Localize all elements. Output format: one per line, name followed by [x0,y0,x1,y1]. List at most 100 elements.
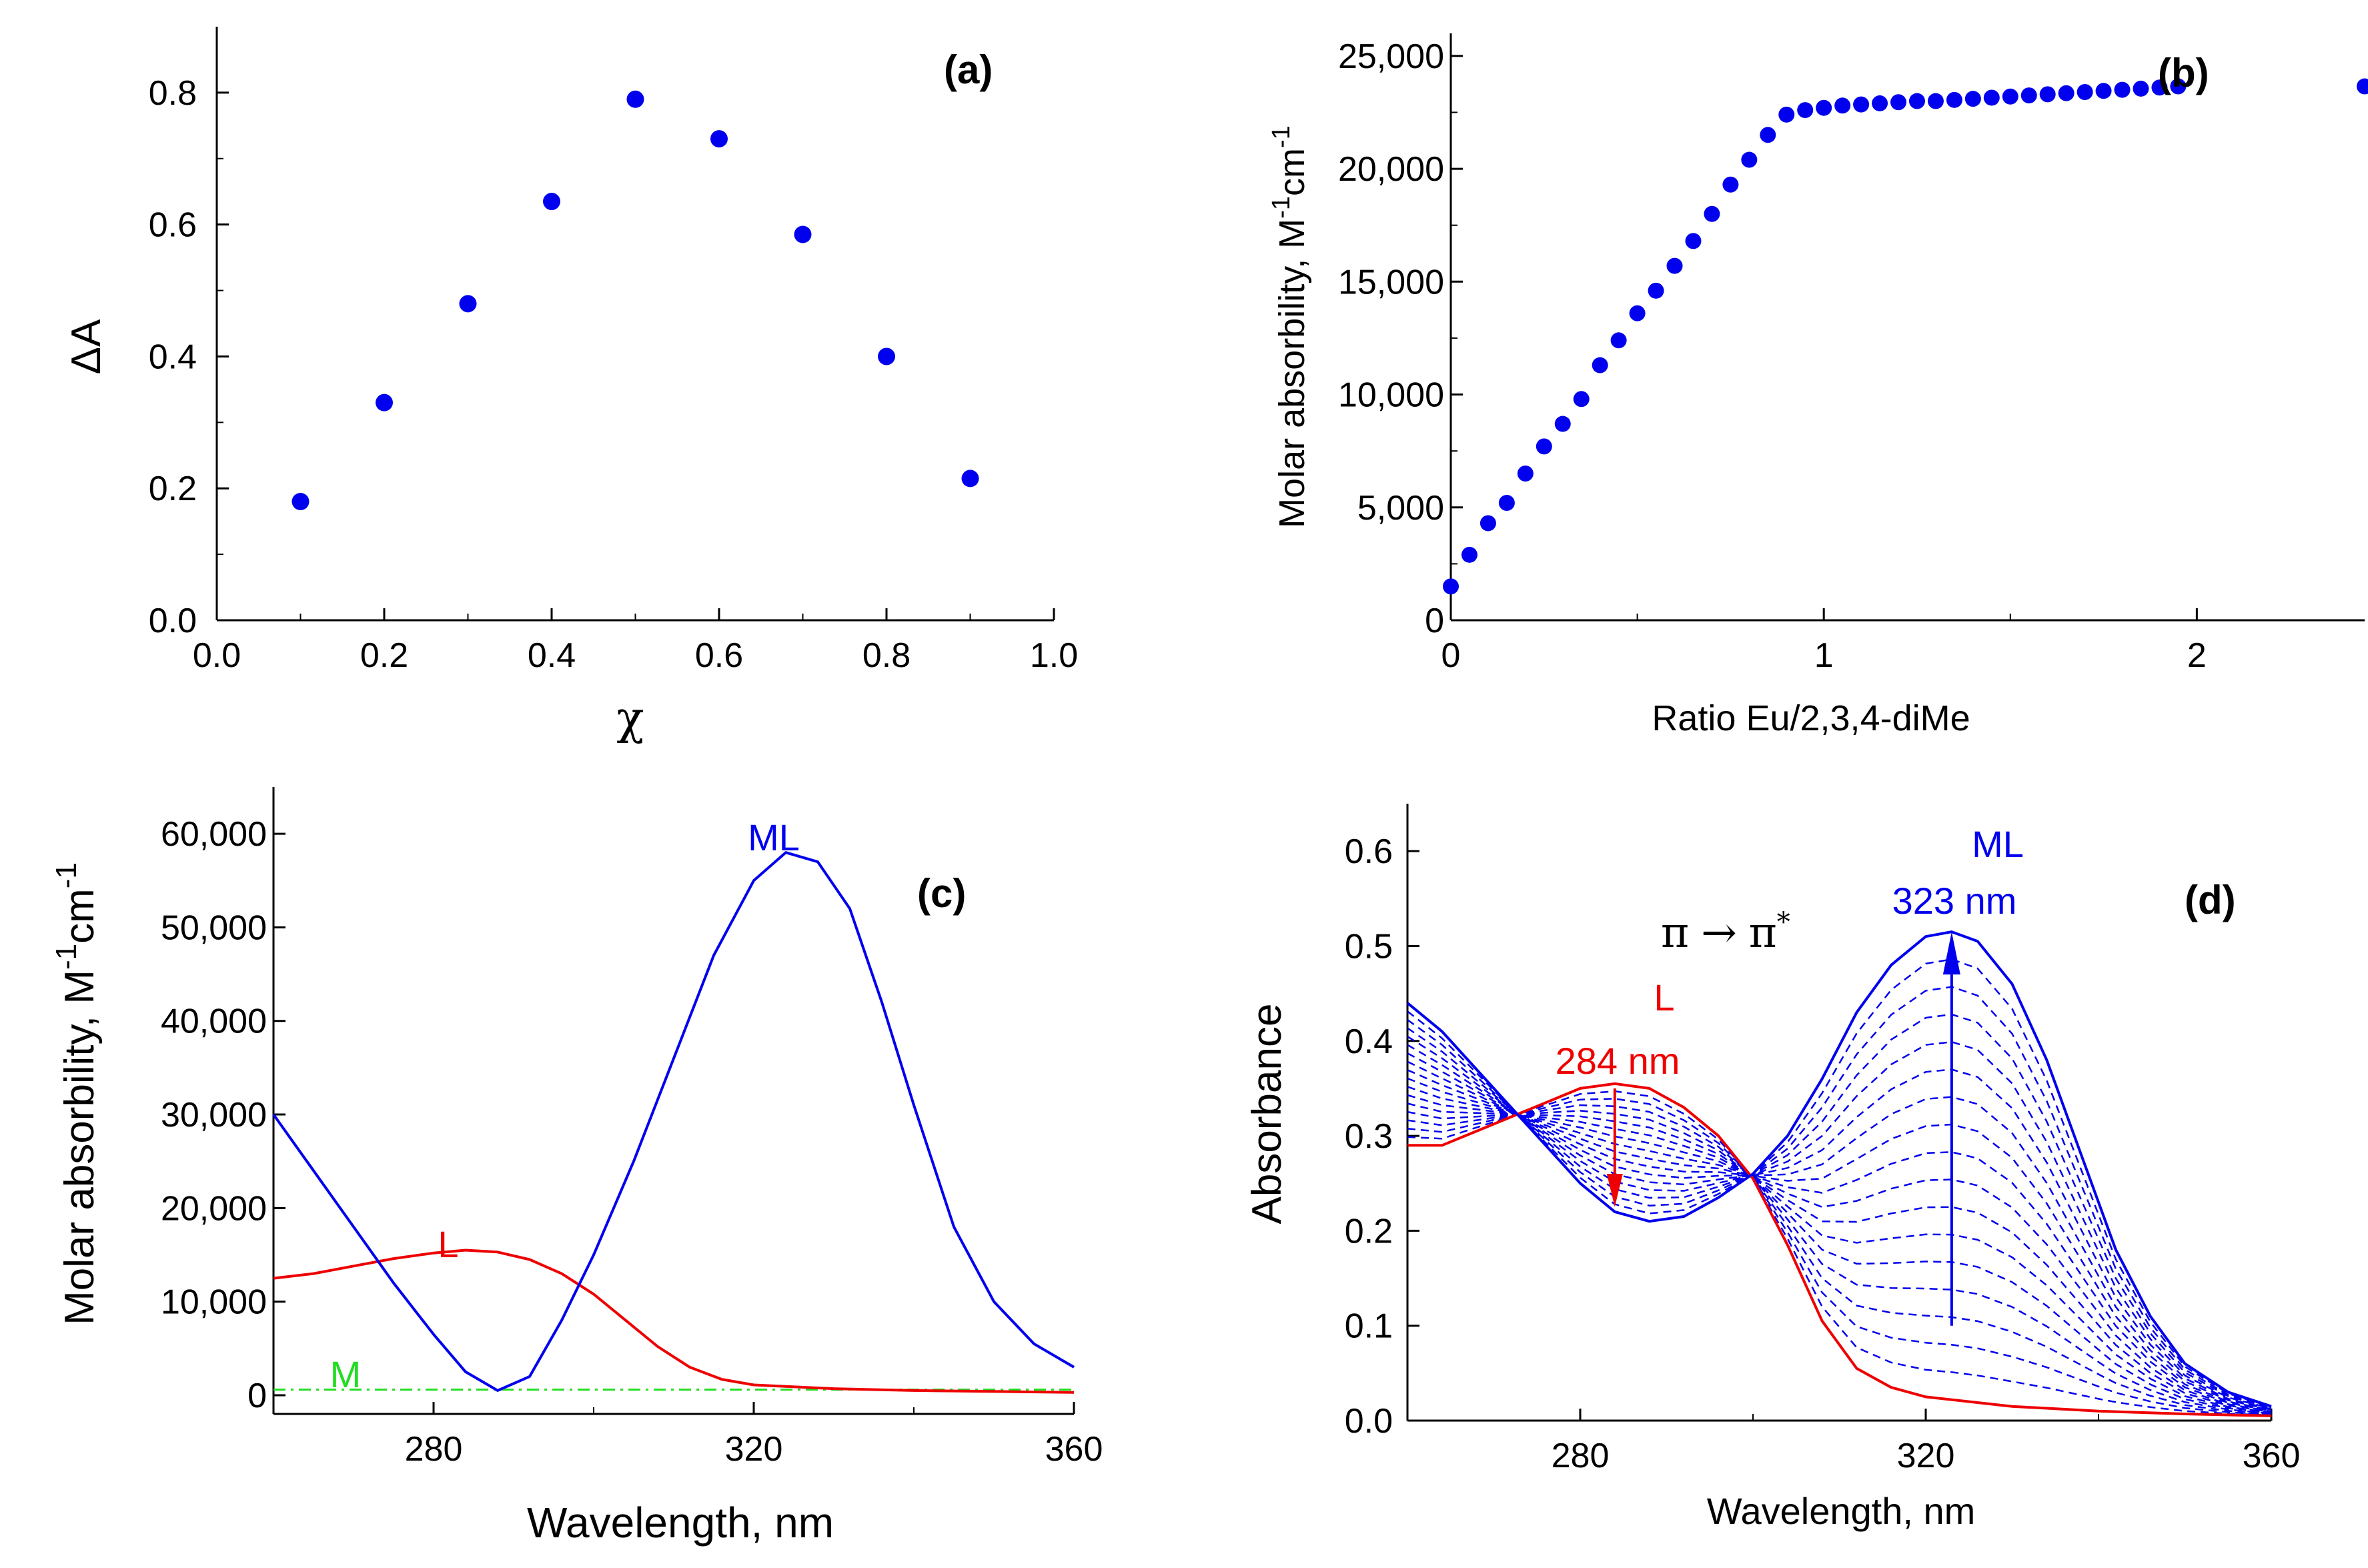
y-tick-label: 0.6 [1345,832,1393,871]
panel-c-y-ticks: 0 10,000 20,000 30,000 40,000 50,000 60,000 [161,815,285,1415]
x-tick-label: 0 [1441,636,1461,675]
data-point [1704,205,1720,222]
data-point [1629,305,1646,321]
data-point [1778,106,1795,123]
data-point [2039,86,2056,103]
y-tick-label: 5,000 [1357,489,1444,528]
data-point [961,470,979,488]
panel-c-curves [272,851,1075,1394]
y-tick-label: 0.2 [1345,1212,1393,1251]
titration-curve [1407,1110,2272,1415]
titration-curve [1407,1060,2272,1411]
panel-c-x-label: Wavelength, nm [527,1499,834,1547]
y-tick-label: 0.6 [149,206,197,245]
y-tick-label: 25,000 [1338,37,1444,76]
data-point [1573,391,1590,408]
panel-d-l-peak-label: 284 nm [1556,1040,1680,1082]
x-tick-label: 0.8 [862,636,911,675]
y-tick-label: 10,000 [161,1283,267,1322]
panel-d-x-label: Wavelength, nm [1707,1490,1976,1532]
panel-a-label: (a) [944,47,993,92]
series-l-line [273,1249,1075,1394]
data-point [2170,78,2187,95]
data-point [1666,257,1683,274]
ml-arrow-head [1942,932,1960,975]
x-tick-label: 0.2 [360,636,408,675]
y-tick-label: 0.5 [1345,927,1393,966]
y-tick-label: 60,000 [161,815,267,854]
titration-curve [1407,1036,2272,1410]
y-tick-label: 0.8 [149,74,197,113]
data-point [1834,97,1851,114]
data-point [878,347,895,365]
x-tick-label: 2 [2187,636,2207,675]
panel-d-y-label: Absorbance [1244,1004,1290,1225]
panel-d-ml-label: ML [1972,823,2024,865]
x-tick-label: 1 [1814,636,1834,675]
data-point [1983,89,2000,106]
data-point [1927,93,1944,109]
y-tick-label: 0.4 [1345,1022,1393,1061]
panel-b-y-ticks: 0 5,000 10,000 15,000 20,000 25,000 [1338,37,1463,640]
panel-c-y-label: Molar absorbility, M-1cm-1 [50,862,103,1325]
x-tick-label: 360 [1045,1430,1103,1469]
y-tick-label: 0.4 [149,337,197,376]
data-point [2133,80,2149,97]
data-point [1797,102,1814,119]
y-tick-label: 10,000 [1338,376,1444,415]
data-point [1853,96,1870,113]
y-tick-label: 0.0 [149,602,197,640]
panel-d-label: (d) [2185,878,2236,922]
data-point [1461,546,1477,563]
data-point [2357,78,2368,95]
panel-a-x-label: χ [616,692,644,745]
panel-b-x-label: Ratio Eu/2,3,4-diMe [1652,698,1970,738]
series-ml-line [1406,930,2272,1408]
y-tick-label: 20,000 [161,1189,267,1228]
panel-d-curves [1406,930,2272,1417]
x-tick-label: 280 [1552,1437,1610,1475]
x-tick-label: 280 [405,1430,463,1469]
x-tick-label: 0.0 [193,636,241,675]
y-tick-label: 0 [1425,602,1444,640]
data-point [2151,79,2168,96]
series-ml-line [272,851,1075,1392]
l-arrow-head [1606,1174,1623,1207]
panel-b-label: (b) [2158,51,2209,95]
titration-curve [1407,1098,2272,1416]
titration-curve [1407,986,2272,1409]
panel-c-label: (c) [917,871,966,916]
data-point [1816,99,1832,116]
panel-d-ml-peak-label: 323 nm [1892,880,2017,922]
x-tick-label: 360 [2243,1437,2301,1475]
x-tick-label: 1.0 [1030,636,1078,675]
data-point [1685,233,1702,249]
y-tick-label: 30,000 [161,1096,267,1134]
data-point [1610,332,1627,349]
data-point [2095,83,2112,99]
data-point [1722,176,1739,193]
titration-curve [1407,1102,2272,1414]
panel-a: 0.0 0.2 0.4 0.6 0.8 1.0 0.0 0.2 0.4 0.6 0.8 (a) χ… [63,27,1078,745]
data-point [1498,495,1515,511]
data-point [1964,91,1981,107]
panel-b-points [1443,78,2368,595]
data-point [2114,81,2131,98]
y-tick-label: 15,000 [1338,263,1444,301]
titration-curve [1407,958,2272,1408]
panel-b: 0 1 2 0 5,000 10,000 15,000 20,000 25,000 (b) R… [1267,33,2368,738]
data-point [2020,87,2037,104]
data-point [794,225,812,243]
titration-curve [1407,1094,2272,1414]
panel-a-x-ticks: 0.0 0.2 0.4 0.6 0.8 1.0 [193,608,1078,675]
panel-d-arrows [1606,932,1960,1326]
data-point [1890,94,1907,111]
data-point [1760,127,1776,143]
data-point [710,130,728,148]
data-point [1872,95,1888,111]
panel-d-l-label: L [1654,976,1674,1018]
data-point [1592,357,1608,373]
data-point [1554,416,1571,432]
data-point [1908,93,1925,109]
